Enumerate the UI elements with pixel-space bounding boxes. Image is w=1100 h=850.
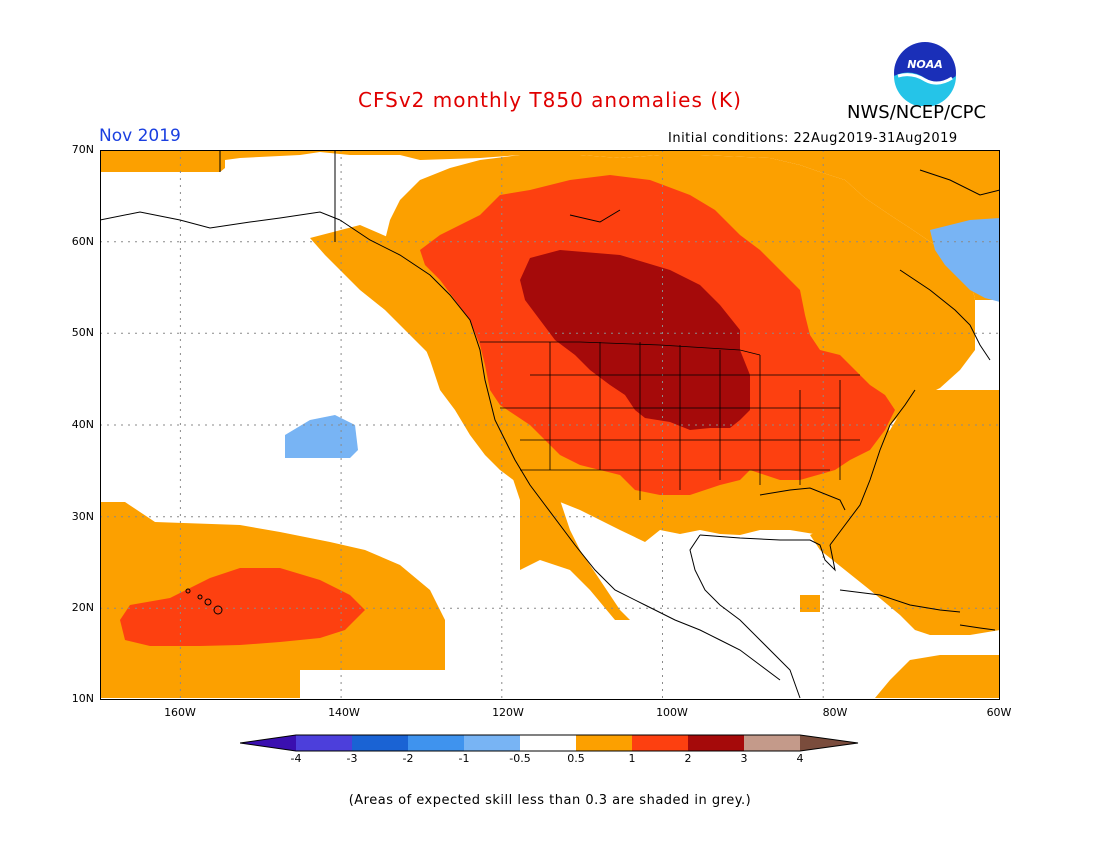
colorbar-bin-neg4-neg3 <box>296 735 352 751</box>
lat-label-30n: 30N <box>71 510 94 523</box>
colorbar-label-neg05: -0.5 <box>509 752 531 765</box>
political-borders <box>480 341 860 500</box>
colorbar-label-3: 3 <box>740 752 748 765</box>
anomaly-orange-north-america <box>100 150 1000 300</box>
colorbar-bin-3-4 <box>744 735 800 751</box>
anomaly-orange-gulf-stub <box>800 595 820 612</box>
lon-label-140w: 140W <box>328 706 360 719</box>
colorbar-bin-neg1-neg05 <box>464 735 520 751</box>
colorbar-bin-neg3-neg2 <box>352 735 408 751</box>
noaa-logo: NOAA <box>892 40 958 110</box>
map-title: CFSv2 monthly T850 anomalies (K) <box>358 88 742 112</box>
colorbar <box>240 734 859 752</box>
colorbar-label-1: 1 <box>628 752 636 765</box>
hawaii-islands <box>185 588 223 615</box>
colorbar-bin-1-2 <box>632 735 688 751</box>
lon-label-80w: 80W <box>822 706 848 719</box>
anomaly-orange-pacific-nw <box>310 225 630 620</box>
map-gridlines <box>100 150 1000 700</box>
anomaly-orange-caribbean <box>875 655 1000 698</box>
colorbar-bin-neg2-neg1 <box>408 735 464 751</box>
anomaly-map <box>100 150 1000 700</box>
anomaly-darkred-central <box>520 250 750 430</box>
lat-label-40n: 40N <box>71 418 94 431</box>
lat-label-10n: 10N <box>71 692 94 705</box>
lat-label-70n: 70N <box>71 143 94 156</box>
anomaly-orange-atlantic <box>810 390 1000 635</box>
anomaly-blue-pacific <box>285 415 358 458</box>
colorbar-label-neg4: -4 <box>290 752 302 765</box>
coastlines <box>100 150 1000 699</box>
colorbar-label-05: 0.5 <box>567 752 585 765</box>
skill-footnote: (Areas of expected skill less than 0.3 a… <box>348 793 752 808</box>
colorbar-bin-05-1 <box>576 735 632 751</box>
lat-label-60n: 60N <box>71 235 94 248</box>
colorbar-arrow-right <box>800 735 858 751</box>
colorbar-label-neg3: -3 <box>346 752 358 765</box>
anomaly-red-hawaii <box>120 568 365 646</box>
valid-month-label: Nov 2019 <box>99 126 181 146</box>
agency-label: NWS/NCEP/CPC <box>847 102 987 123</box>
colorbar-bin-2-3 <box>688 735 744 751</box>
lat-label-50n: 50N <box>71 326 94 339</box>
colorbar-label-4: 4 <box>796 752 804 765</box>
colorbar-arrow-left <box>240 735 296 751</box>
lon-label-100w: 100W <box>656 706 688 719</box>
colorbar-label-neg1: -1 <box>458 752 470 765</box>
svg-text:NOAA: NOAA <box>907 58 943 71</box>
lat-label-20n: 20N <box>71 601 94 614</box>
colorbar-label-2: 2 <box>684 752 692 765</box>
lon-label-160w: 160W <box>164 706 196 719</box>
initial-conditions-label: Initial conditions: 22Aug2019-31Aug2019 <box>668 131 958 146</box>
lon-label-60w: 60W <box>986 706 1012 719</box>
lon-label-120w: 120W <box>492 706 524 719</box>
colorbar-bin-neutral <box>520 735 576 751</box>
colorbar-label-neg2: -2 <box>402 752 414 765</box>
anomaly-blue-labrador <box>930 218 1000 302</box>
